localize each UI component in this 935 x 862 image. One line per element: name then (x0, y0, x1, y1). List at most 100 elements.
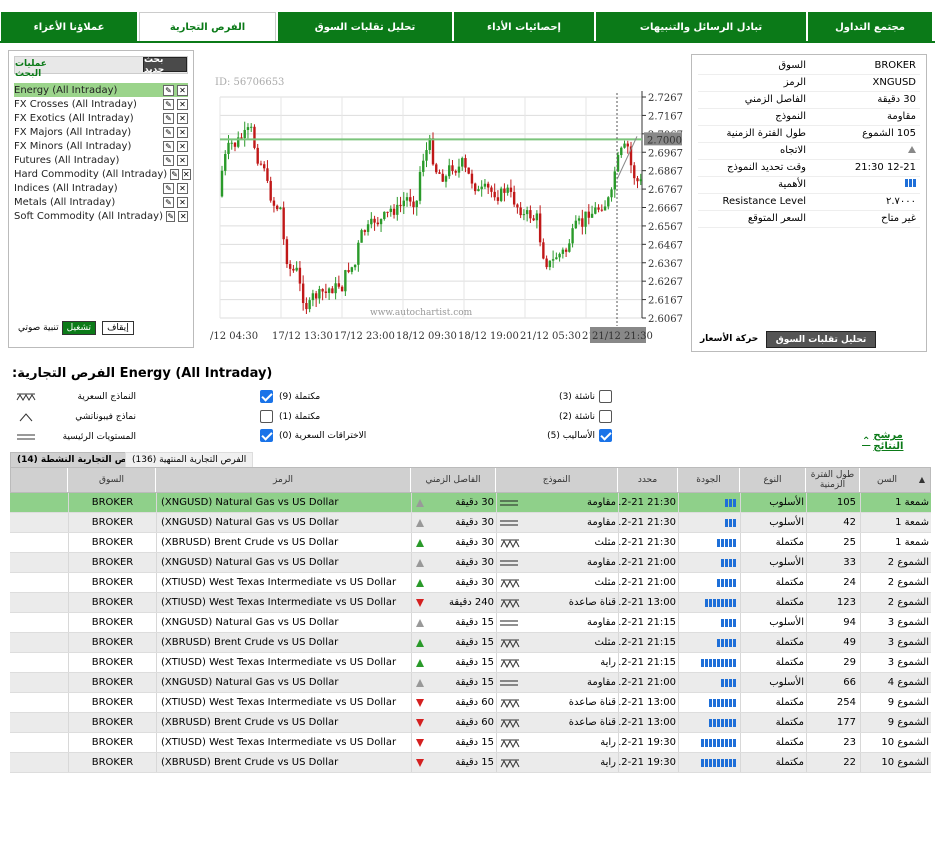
delete-icon[interactable]: ✕ (177, 112, 188, 124)
search-list-item[interactable]: FX Majors (All Intraday) ✎ ✕ (14, 125, 188, 139)
table-row[interactable]: الشموع 10 22 مكتملة 12-21 19:30 راية 15 دقيقة… (10, 753, 931, 773)
column-header[interactable]: محدد (617, 468, 677, 492)
column-header[interactable]: السن (859, 468, 914, 492)
delete-icon[interactable]: ✕ (177, 126, 188, 138)
candle-body (594, 207, 597, 214)
new-search-button[interactable]: بحث جديد (143, 55, 187, 75)
search-item-label: Energy (All Intraday) (14, 84, 118, 96)
length-cell: 66 (806, 673, 860, 692)
resistance-label: 2.7000 (647, 135, 682, 146)
type-cell: الأسلوب (740, 493, 806, 512)
delete-icon[interactable]: ✕ (177, 98, 188, 110)
filter-checkbox[interactable] (599, 410, 612, 423)
filter-checkbox-row[interactable]: الاختراقات السعرية (0) (260, 429, 366, 442)
table-row[interactable]: الشموع 4 66 الأسلوب 12-21 21:00 مقاومة 15 دقي… (10, 673, 931, 693)
filter-checkbox-row[interactable]: مكتملة (1) (260, 410, 320, 423)
search-list-item[interactable]: Indices (All Intraday) ✎ ✕ (14, 181, 188, 195)
edit-icon[interactable]: ✎ (163, 154, 174, 166)
column-header[interactable]: النوع (739, 468, 805, 492)
edit-icon[interactable]: ✎ (163, 126, 174, 138)
candle-body (464, 158, 467, 168)
filter-checkbox[interactable] (599, 429, 612, 442)
nav-tab-2[interactable]: إحصائيات الأداء (454, 12, 594, 42)
filter-checkbox-row[interactable]: ناشئة (2) (559, 410, 612, 423)
edit-icon[interactable]: ✎ (165, 210, 176, 222)
table-row[interactable]: الشموع 2 24 مكتملة 12-21 21:00 مثلث 30 دقيقة (… (10, 573, 931, 593)
candle-body (558, 253, 561, 258)
nav-tab-5[interactable]: عملاؤنا الأعزاء (1, 12, 137, 42)
candle-body (402, 200, 405, 207)
edit-icon[interactable]: ✎ (163, 112, 174, 124)
table-row[interactable]: الشموع 9 254 مكتملة 12-21 13:00 قناة صاعدة 60… (10, 693, 931, 713)
table-row[interactable]: شمعة 1 105 الأسلوب 12-21 21:30 مقاومة 30 دقيق… (10, 493, 931, 513)
sound-off-button[interactable]: إيقاف (102, 321, 134, 335)
delete-icon[interactable]: ✕ (177, 182, 188, 194)
info-value: 12-21 21:30 (810, 159, 920, 177)
table-row[interactable]: الشموع 2 33 الأسلوب 12-21 21:00 مقاومة 30 دقي… (10, 553, 931, 573)
candle-body (376, 222, 380, 225)
delete-icon[interactable]: ✕ (178, 210, 188, 222)
filter-checkbox[interactable] (260, 410, 273, 423)
age-cell: الشموع 2 (860, 573, 931, 592)
sound-on-button[interactable]: تشغيل (61, 321, 97, 335)
edit-icon[interactable]: ✎ (163, 98, 174, 110)
search-list-item[interactable]: FX Minors (All Intraday) ✎ ✕ (14, 139, 188, 153)
column-header[interactable]: الجودة (677, 468, 739, 492)
table-row[interactable]: الشموع 3 49 مكتملة 12-21 21:15 مثلث 15 دقيقة (… (10, 633, 931, 653)
edit-icon[interactable]: ✎ (163, 84, 174, 96)
table-row[interactable]: الشموع 2 123 مكتملة 12-21 13:00 قناة صاعدة 24… (10, 593, 931, 613)
nav-tab-1[interactable]: تبادل الرسائل والتنبيهات (596, 12, 806, 42)
column-header[interactable]: طول الفترة الزمنية (805, 468, 859, 492)
table-row[interactable]: الشموع 10 23 مكتملة 12-21 19:30 راية 15 دقيقة… (10, 733, 931, 753)
column-header[interactable]: الرمز (155, 468, 410, 492)
candle-body (535, 213, 539, 221)
delete-icon[interactable]: ✕ (177, 154, 188, 166)
table-row[interactable]: الشموع 3 29 مكتملة 12-21 21:15 راية 15 دقيقة (… (10, 653, 931, 673)
nav-tab-0[interactable]: مجتمع التداول (808, 12, 932, 42)
search-panel-title: عمليات البحث (15, 59, 47, 79)
column-header[interactable]: النموذج (495, 468, 617, 492)
sort-arrow-icon[interactable]: ▲ (918, 475, 926, 484)
nav-tab-4[interactable]: الفرص التجارية (139, 12, 276, 42)
candle-body (418, 171, 422, 201)
grid-tab-active[interactable]: الفرص التجارية النشطة (14) (10, 452, 153, 467)
search-list-item[interactable]: Futures (All Intraday) ✎ ✕ (14, 153, 188, 167)
table-row[interactable]: الشموع 9 177 مكتملة 12-21 13:00 قناة صاعدة 60… (10, 713, 931, 733)
filter-checkbox[interactable] (260, 390, 273, 403)
search-item-label: FX Exotics (All Intraday) (14, 112, 134, 124)
delete-icon[interactable]: ✕ (177, 84, 188, 96)
filter-results-link[interactable]: ⌃ مرشح النتائج (862, 430, 904, 452)
edit-icon[interactable]: ✎ (163, 140, 174, 152)
delete-icon[interactable]: ✕ (181, 168, 191, 180)
edit-icon[interactable]: ✎ (163, 182, 174, 194)
search-list-item[interactable]: FX Crosses (All Intraday) ✎ ✕ (14, 97, 188, 111)
search-list-item[interactable]: Energy (All Intraday) ✎ ✕ (14, 83, 188, 97)
edit-icon[interactable]: ✎ (163, 196, 174, 208)
delete-icon[interactable]: ✕ (177, 196, 188, 208)
filter-label: ناشئة (2) (559, 411, 595, 422)
interval-cell: 15 دقيقة (411, 653, 496, 672)
search-list-item[interactable]: Soft Commodity (All Intraday) ✎ ✕ (14, 209, 188, 223)
column-header[interactable]: السوق (67, 468, 155, 492)
candle-body (483, 183, 487, 187)
table-row[interactable]: الشموع 3 94 الأسلوب 12-21 21:15 مقاومة 15 دقي… (10, 613, 931, 633)
search-list-item[interactable]: Metals (All Intraday) ✎ ✕ (14, 195, 188, 209)
search-list-item[interactable]: FX Exotics (All Intraday) ✎ ✕ (14, 111, 188, 125)
key-levels-icon (17, 434, 35, 440)
filter-checkbox-row[interactable]: ناشئة (3) (559, 390, 612, 403)
filter-checkbox[interactable] (260, 429, 273, 442)
time-cell: 12-21 21:30 (618, 533, 678, 552)
neutral-arrow-icon (416, 618, 424, 627)
edit-icon[interactable]: ✎ (170, 168, 179, 180)
grid-tab-closed[interactable]: الفرص التجارية المنتهية (136) (125, 452, 254, 467)
filter-checkbox[interactable] (599, 390, 612, 403)
column-header[interactable]: الفاصل الزمني (410, 468, 495, 492)
delete-icon[interactable]: ✕ (177, 140, 188, 152)
table-row[interactable]: شمعة 1 25 مكتملة 12-21 21:30 مثلث 30 دقيقة (XB… (10, 533, 931, 553)
filter-checkbox-row[interactable]: الأساليب (5) (547, 429, 612, 442)
search-list-item[interactable]: Hard Commodity (All Intraday) ✎ ✕ (14, 167, 191, 181)
market-analysis-button[interactable]: تحليل تقلبات السوق (766, 331, 876, 348)
table-row[interactable]: شمعة 1 42 الأسلوب 12-21 21:30 مقاومة 30 دقيقة… (10, 513, 931, 533)
filter-checkbox-row[interactable]: مكتملة (9) (260, 390, 320, 403)
nav-tab-3[interactable]: تحليل تقلبات السوق (278, 12, 452, 42)
